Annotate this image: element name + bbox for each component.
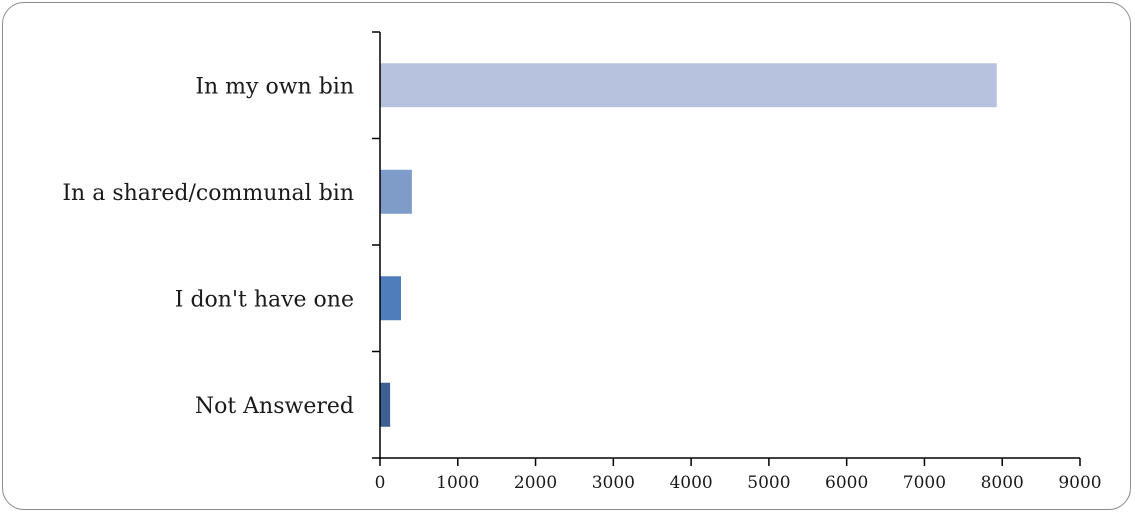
category-label: I don't have one [175,287,354,312]
x-tick-label: 2000 [514,473,557,493]
x-tick-label: 3000 [592,473,635,493]
x-tick-label: 7000 [903,473,946,493]
bar [380,382,391,427]
bars-layer [380,63,997,427]
bar [380,63,997,108]
category-label: In my own bin [195,74,354,99]
ticks-layer [372,31,1081,466]
x-tick-label: 5000 [747,473,790,493]
x-tick-label: 6000 [825,473,868,493]
bar [380,169,412,214]
labels-layer: In my own bin In a shared/communal bin I d… [62,74,1101,493]
bar [380,276,401,321]
x-tick-label: 8000 [981,473,1024,493]
category-label: Not Answered [195,394,354,419]
x-tick-label: 1000 [436,473,479,493]
x-tick-label: 4000 [669,473,712,493]
x-tick-label: 9000 [1058,473,1101,493]
category-label: In a shared/communal bin [62,181,354,206]
x-tick-label: 0 [375,473,386,493]
